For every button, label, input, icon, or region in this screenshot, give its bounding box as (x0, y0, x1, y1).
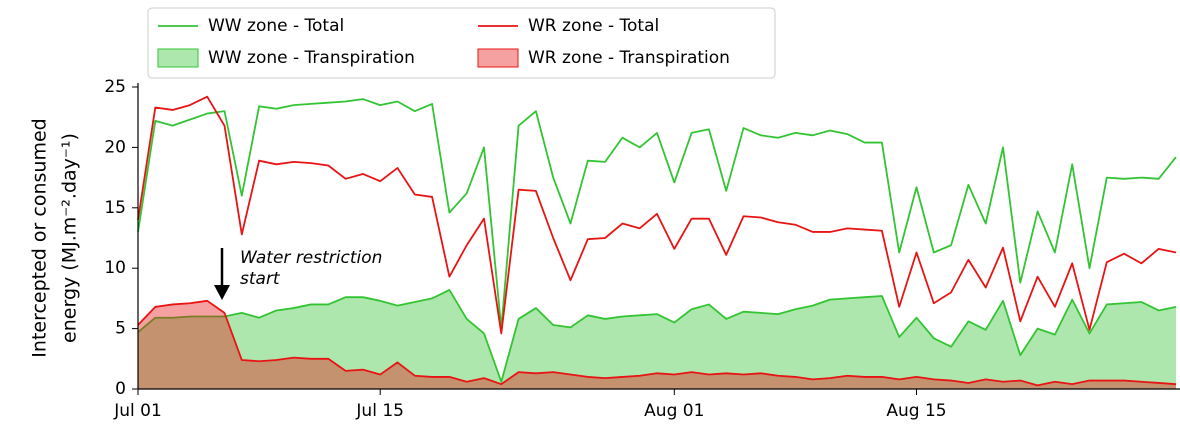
y-tick-label: 15 (104, 198, 126, 218)
legend-label: WR zone - Transpiration (528, 48, 730, 68)
annotation: Water restriction (240, 248, 382, 268)
y-tick-label: 20 (104, 137, 126, 157)
y-tick-label: 10 (104, 258, 126, 278)
legend-label: WW zone - Transpiration (208, 48, 415, 68)
line (137, 98, 1177, 330)
plot-area: 0 5 10 15 20 25 Jul 01 Jul 15 Aug 01 Aug 15 (104, 77, 1180, 421)
legend-swatch (477, 48, 519, 68)
legend-box (147, 7, 776, 79)
area (138, 289, 1176, 389)
legend-label: WW zone - Total (208, 16, 344, 36)
area-edge (137, 289, 1177, 383)
line (137, 95, 1177, 335)
x-tick-label: Aug 15 (886, 401, 946, 421)
x-tick-label: Jul 01 (113, 401, 162, 421)
y-tick-label: 25 (104, 77, 126, 97)
legend-label: WR zone - Total (528, 16, 659, 36)
area-edge (137, 299, 1177, 387)
y-tick-label: 5 (115, 319, 126, 339)
legend-swatch (157, 48, 199, 68)
x-tick-label: Jul 15 (355, 401, 404, 421)
y-axis-label: energy (MJ.m⁻².day⁻¹) (59, 133, 81, 343)
x-tick-label: Aug 01 (644, 401, 704, 421)
annotation: start (240, 269, 281, 289)
y-tick-label: 0 (115, 379, 126, 399)
y-axis-label: Intercepted or consumed (29, 118, 51, 357)
annotation-arrowhead (214, 285, 230, 300)
legend: WW zone - Total WW zone - Transpiration WR… (147, 7, 776, 79)
area (138, 300, 1176, 389)
